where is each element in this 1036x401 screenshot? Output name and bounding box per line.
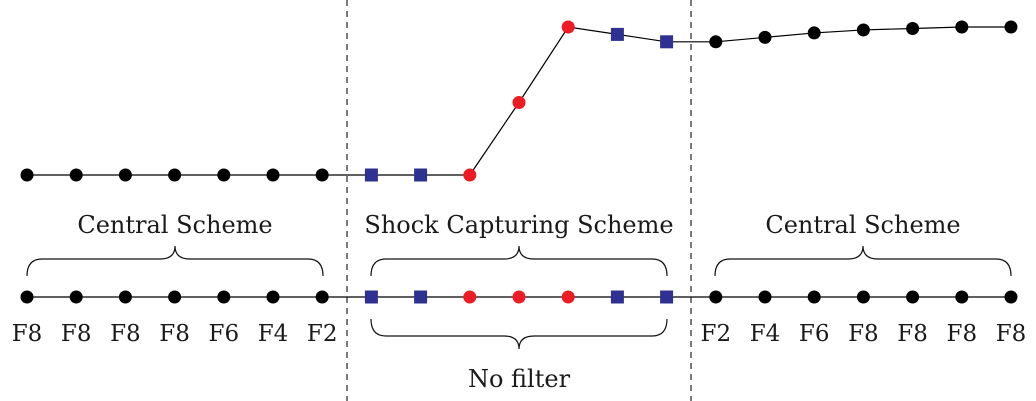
filter-label: F2 bbox=[307, 321, 338, 347]
filter-label: F8 bbox=[110, 321, 141, 347]
profile-point bbox=[414, 168, 428, 182]
grid-point bbox=[660, 290, 674, 304]
profile-point bbox=[217, 168, 231, 182]
grid-point bbox=[758, 290, 772, 304]
profile-point bbox=[561, 20, 575, 34]
left-region-brace bbox=[26, 245, 324, 277]
grid-point bbox=[1004, 290, 1018, 304]
profile-point bbox=[660, 35, 674, 49]
grid-point bbox=[20, 290, 34, 304]
profile-point bbox=[709, 35, 723, 49]
no-filter-brace bbox=[370, 318, 668, 350]
grid-point bbox=[168, 290, 182, 304]
middle-region-label: Shock Capturing Scheme bbox=[364, 211, 673, 239]
filter-grid bbox=[20, 290, 1018, 304]
profile-point bbox=[315, 168, 329, 182]
grid-point bbox=[118, 290, 132, 304]
profile-point bbox=[512, 95, 526, 109]
filter-label: F8 bbox=[159, 321, 190, 347]
grid-point bbox=[856, 290, 870, 304]
grid-point bbox=[217, 290, 231, 304]
grid-point bbox=[512, 290, 526, 304]
grid-point bbox=[709, 290, 723, 304]
grid-point bbox=[364, 290, 378, 304]
grid-point bbox=[414, 290, 428, 304]
grid-point bbox=[955, 290, 969, 304]
grid-point bbox=[610, 290, 624, 304]
grid-point bbox=[315, 290, 329, 304]
profile-point bbox=[118, 168, 132, 182]
right-region-brace bbox=[714, 245, 1012, 277]
profile-point bbox=[168, 168, 182, 182]
grid-point bbox=[906, 290, 920, 304]
profile-point bbox=[856, 23, 870, 37]
profile-point bbox=[807, 26, 821, 40]
profile-point bbox=[364, 168, 378, 182]
filter-label: F8 bbox=[996, 321, 1027, 347]
grid-point bbox=[807, 290, 821, 304]
profile-point bbox=[758, 30, 772, 44]
profile-point bbox=[610, 27, 624, 41]
profile-point bbox=[906, 21, 920, 35]
grid-point bbox=[69, 290, 83, 304]
middle-region-brace bbox=[370, 245, 668, 277]
filter-labels: F8 F8 F8 F8 F6 F4 F2 F2 F4 F6 F8 F8 F8 F8 bbox=[12, 321, 1027, 347]
profile-point bbox=[266, 168, 280, 182]
filter-label: F8 bbox=[848, 321, 879, 347]
grid-point bbox=[463, 290, 477, 304]
filter-label: F6 bbox=[209, 321, 240, 347]
right-region-label: Central Scheme bbox=[765, 211, 960, 239]
filter-label: F2 bbox=[701, 321, 732, 347]
profile-point bbox=[69, 168, 83, 182]
filter-label: F4 bbox=[258, 321, 289, 347]
profile-point bbox=[1004, 20, 1018, 34]
filter-label: F6 bbox=[799, 321, 830, 347]
filter-label: F8 bbox=[61, 321, 92, 347]
filter-label: F4 bbox=[750, 321, 781, 347]
solution-profile bbox=[20, 20, 1018, 182]
filter-label: F8 bbox=[12, 321, 43, 347]
profile-point bbox=[20, 168, 34, 182]
profile-point bbox=[955, 20, 969, 34]
grid-point bbox=[561, 290, 575, 304]
no-filter-label: No filter bbox=[468, 365, 571, 393]
grid-point bbox=[266, 290, 280, 304]
filter-label: F8 bbox=[897, 321, 928, 347]
left-region-label: Central Scheme bbox=[77, 211, 272, 239]
profile-point bbox=[463, 168, 477, 182]
filter-label: F8 bbox=[947, 321, 978, 347]
